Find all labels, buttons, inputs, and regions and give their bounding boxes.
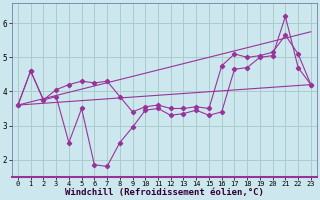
X-axis label: Windchill (Refroidissement éolien,°C): Windchill (Refroidissement éolien,°C) bbox=[65, 188, 264, 197]
